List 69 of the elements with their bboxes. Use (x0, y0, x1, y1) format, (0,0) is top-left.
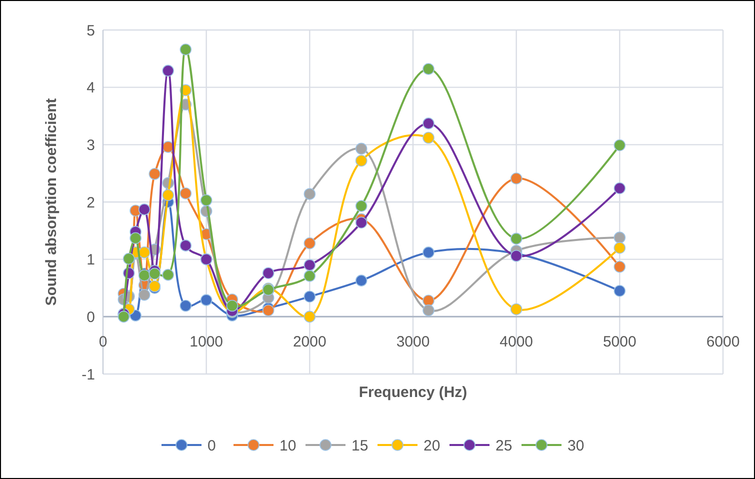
point (180, 300, 192, 312)
point (226, 300, 238, 312)
point (118, 310, 130, 323)
legend-label: 15 (352, 437, 368, 454)
x-tick-label: 3000 (396, 334, 430, 351)
point (614, 242, 626, 254)
x-axis-title: Frequency (Hz) (358, 384, 468, 401)
point (180, 44, 192, 56)
point (510, 232, 522, 245)
point (422, 118, 434, 130)
point (422, 304, 434, 316)
point (200, 194, 212, 206)
point (200, 294, 212, 306)
y-tick-label: -1 (82, 366, 95, 384)
point (130, 232, 142, 244)
y-tick-label: 0 (86, 308, 95, 326)
point (422, 132, 434, 144)
point (162, 64, 174, 77)
y-tick-label: 5 (86, 22, 95, 40)
legend-label: 10 (280, 437, 296, 454)
point (422, 63, 434, 75)
point (614, 260, 626, 273)
point (510, 250, 522, 262)
point (304, 270, 316, 282)
y-tick-label: 2 (86, 194, 95, 212)
x-tick-label: 6000 (706, 334, 740, 351)
point (614, 284, 626, 297)
y-tick-label: 4 (86, 80, 95, 97)
point (180, 240, 192, 252)
point (304, 188, 316, 200)
y-tick-label: 1 (86, 252, 95, 269)
point (614, 182, 626, 194)
point (422, 246, 434, 258)
point (162, 268, 174, 281)
point (614, 139, 626, 152)
x-tick-label: 4000 (500, 334, 534, 351)
point (262, 267, 274, 279)
point (304, 237, 316, 250)
point (180, 188, 192, 200)
point (122, 252, 135, 265)
point (355, 216, 368, 229)
point (304, 310, 316, 323)
point (262, 304, 274, 316)
point (148, 168, 161, 180)
y-tick-label: 3 (86, 136, 95, 154)
point (304, 290, 316, 302)
point (148, 268, 161, 280)
point (510, 303, 522, 316)
x-tick-label: 1000 (190, 334, 224, 351)
x-tick-label: 5000 (602, 334, 636, 351)
legend-label: 20 (424, 437, 440, 454)
x-tick-label: 0 (98, 334, 108, 351)
point (355, 154, 368, 167)
point (422, 294, 434, 307)
x-tick-label: 2000 (292, 334, 326, 351)
point (138, 288, 150, 301)
point (614, 232, 626, 244)
point (138, 204, 150, 216)
legend-label: 0 (208, 437, 216, 454)
point (355, 200, 368, 212)
y-axis-title: Sound absorption coefficient (43, 98, 60, 306)
point (355, 274, 368, 286)
legend-label: 30 (568, 437, 584, 454)
point (138, 246, 150, 258)
point (304, 259, 316, 271)
legend-label: 25 (496, 437, 512, 454)
point (510, 172, 522, 184)
point (355, 142, 368, 155)
point (162, 189, 174, 202)
